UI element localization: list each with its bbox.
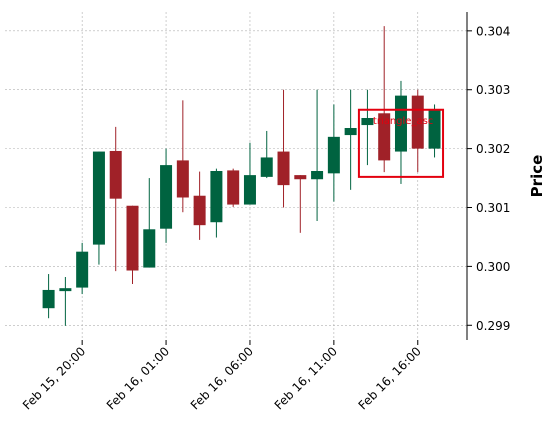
y-tick-label: 0.301	[476, 201, 510, 215]
candle-body	[311, 170, 324, 180]
pattern-label: triangle_asc	[373, 116, 433, 127]
candle	[176, 100, 189, 213]
candle	[227, 168, 240, 207]
candle-body	[76, 251, 89, 288]
candle	[126, 205, 139, 285]
candle	[210, 168, 223, 238]
candle-body	[210, 170, 223, 223]
candle	[193, 171, 206, 240]
candle	[92, 151, 105, 265]
annotations: triangle_asc	[357, 108, 445, 178]
candle-body	[193, 195, 206, 226]
y-tick-label: 0.303	[476, 83, 510, 97]
candle-body	[378, 113, 391, 161]
candle-body	[59, 288, 72, 292]
candle	[277, 89, 290, 208]
candle-body	[143, 229, 156, 268]
candle	[294, 175, 307, 233]
candle-body	[260, 157, 273, 177]
candle	[361, 89, 374, 166]
pattern-box	[357, 108, 445, 178]
candle-body	[160, 165, 173, 229]
candle	[143, 178, 156, 268]
y-tick-label: 0.304	[476, 24, 510, 38]
candle	[243, 142, 256, 205]
candle-body	[327, 136, 340, 174]
candle-body	[92, 151, 105, 245]
candles	[42, 26, 441, 326]
candle-body	[42, 289, 55, 309]
candle	[428, 104, 441, 158]
candle-body	[344, 128, 357, 136]
y-tick-label: 0.299	[476, 319, 510, 333]
y-axis-title: Price	[528, 155, 546, 198]
candle	[378, 26, 391, 173]
candle	[311, 89, 324, 222]
candle	[109, 126, 122, 272]
candle-body	[361, 117, 374, 126]
candle-body	[277, 151, 290, 186]
candle	[327, 104, 340, 202]
candle-body	[243, 175, 256, 205]
candle	[160, 148, 173, 243]
candle-body	[227, 170, 240, 205]
candle-body	[176, 160, 189, 198]
candle-body	[126, 205, 139, 271]
candle-body	[109, 150, 122, 199]
y-tick-label: 0.300	[476, 260, 510, 274]
y-tick-label: 0.302	[476, 142, 510, 156]
candle	[42, 274, 55, 319]
candle	[59, 276, 72, 326]
candle-body	[294, 175, 307, 180]
candle	[344, 89, 357, 190]
candle	[260, 130, 273, 179]
candle-body	[428, 110, 441, 149]
candle	[76, 242, 89, 295]
